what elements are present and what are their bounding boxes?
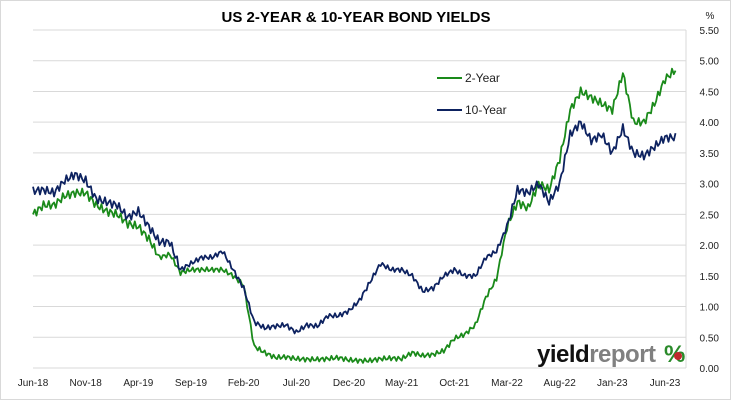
x-tick-label: Mar-22 [491, 378, 523, 389]
y-tick-label: 3.00 [700, 180, 720, 191]
x-tick-label: Sep-19 [175, 378, 208, 389]
yieldreport-logo: yieldreport % [537, 341, 685, 368]
legend-label: 10-Year [465, 103, 507, 117]
y-tick-label: 4.00 [700, 118, 720, 129]
y-tick-label: 1.00 [700, 303, 720, 314]
x-tick-label: Oct-21 [439, 378, 469, 389]
x-tick-label: Aug-22 [544, 378, 577, 389]
x-tick-label: Nov-18 [70, 378, 103, 389]
y-axis-unit: % [706, 11, 715, 22]
x-tick-label: Jun-18 [18, 378, 49, 389]
y-tick-label: 1.50 [700, 272, 720, 283]
series-line-10-year [32, 120, 677, 335]
chart-title: US 2-YEAR & 10-YEAR BOND YIELDS [222, 9, 491, 26]
x-tick-label: Feb-20 [228, 378, 260, 389]
y-tick-label: 4.50 [700, 87, 720, 98]
y-tick-label: 2.50 [700, 210, 720, 221]
x-tick-label: Jun-23 [650, 378, 681, 389]
x-tick-label: Jul-20 [283, 378, 311, 389]
y-tick-label: 0.00 [700, 364, 720, 375]
y-tick-label: 5.00 [700, 57, 720, 68]
series-line-2-year [32, 67, 677, 364]
x-tick-label: Jan-23 [597, 378, 628, 389]
y-tick-label: 5.50 [700, 26, 720, 37]
y-tick-label: 0.50 [700, 333, 720, 344]
x-tick-label: Apr-19 [123, 378, 153, 389]
x-tick-label: Dec-20 [333, 378, 366, 389]
y-tick-label: 2.00 [700, 241, 720, 252]
legend-label: 2-Year [465, 71, 500, 85]
svg-text:yieldreport: yieldreport [537, 341, 656, 368]
y-tick-label: 3.50 [700, 149, 720, 160]
x-tick-label: May-21 [385, 378, 419, 389]
